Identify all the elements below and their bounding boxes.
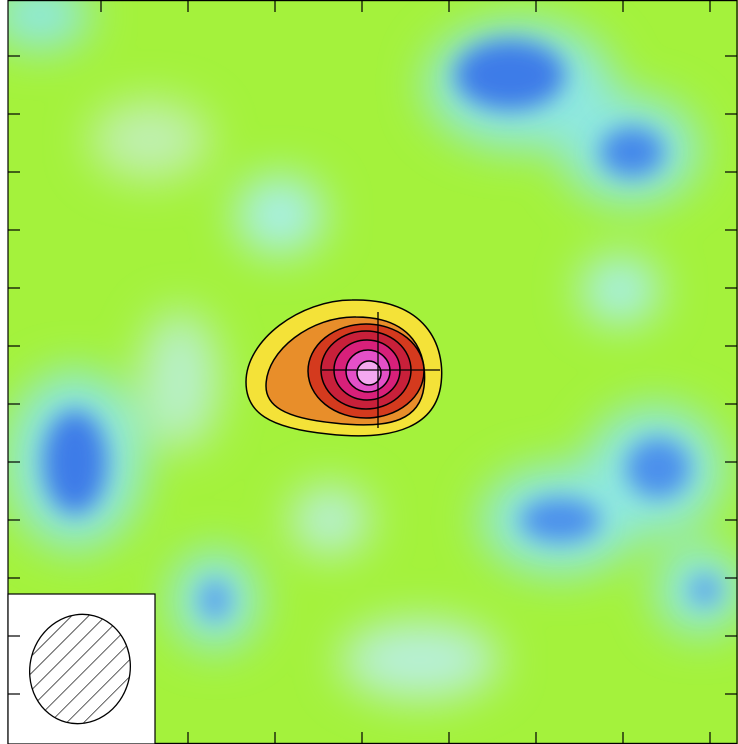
radio-map (0, 0, 738, 744)
page: (() => { const data = JSON.parse(documen… (0, 0, 738, 744)
beam-inset (8, 594, 155, 744)
